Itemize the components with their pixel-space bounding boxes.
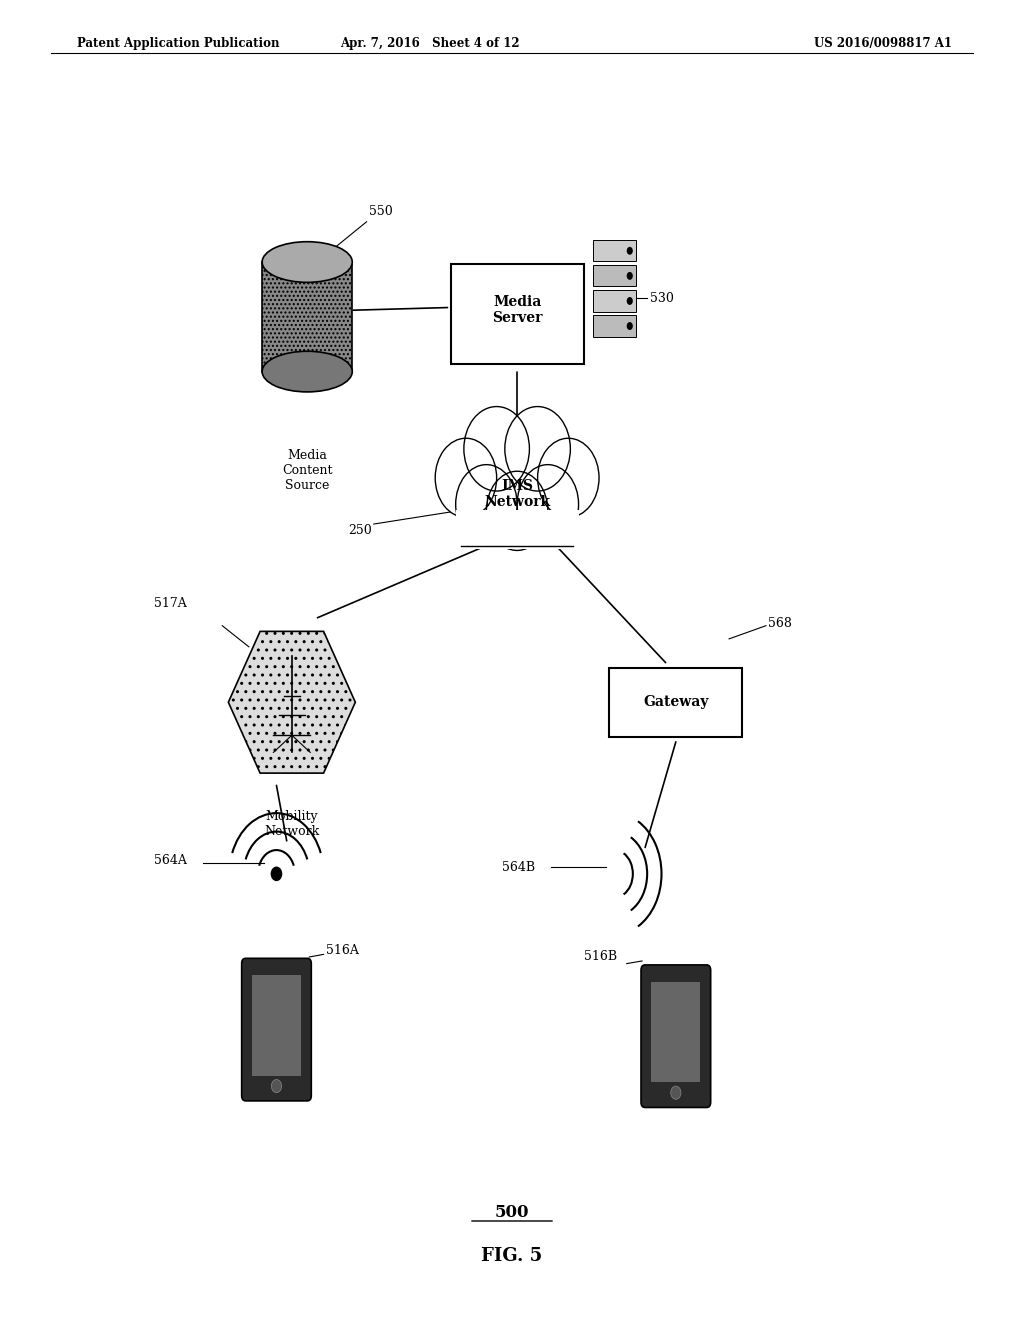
Text: 564A: 564A [154, 854, 186, 867]
Circle shape [517, 465, 579, 544]
Text: IMS
Network: IMS Network [484, 479, 550, 508]
Text: 564B: 564B [502, 861, 535, 874]
Circle shape [456, 465, 517, 544]
Circle shape [271, 1080, 282, 1093]
Bar [252, 975, 301, 1076]
Text: Mobility
Network: Mobility Network [264, 810, 319, 838]
Circle shape [271, 867, 282, 880]
Circle shape [486, 471, 548, 550]
Bar [651, 982, 700, 1082]
Text: 516A: 516A [326, 944, 358, 957]
Bar [451, 264, 584, 364]
Bar [262, 261, 352, 372]
Bar [593, 315, 636, 337]
Polygon shape [228, 631, 355, 774]
Bar [593, 265, 636, 286]
Circle shape [627, 297, 633, 305]
Circle shape [538, 438, 599, 517]
FancyBboxPatch shape [242, 958, 311, 1101]
Text: 550: 550 [369, 205, 392, 218]
Circle shape [627, 322, 633, 330]
Circle shape [464, 407, 529, 491]
FancyBboxPatch shape [641, 965, 711, 1107]
Bar [593, 240, 636, 261]
Text: 250: 250 [348, 524, 372, 537]
Circle shape [505, 407, 570, 491]
Text: FIG. 5: FIG. 5 [481, 1247, 543, 1266]
Text: Gateway: Gateway [643, 696, 709, 709]
Text: Media
Server: Media Server [492, 296, 543, 325]
Text: US 2016/0098817 A1: US 2016/0098817 A1 [814, 37, 952, 50]
Text: 517A: 517A [154, 597, 186, 610]
Circle shape [671, 1086, 681, 1100]
Bar [593, 290, 636, 312]
Ellipse shape [262, 242, 352, 282]
Text: Patent Application Publication: Patent Application Publication [77, 37, 280, 50]
Text: 500: 500 [495, 1204, 529, 1221]
Bar [609, 668, 742, 737]
Text: 516B: 516B [584, 950, 616, 964]
Circle shape [435, 438, 497, 517]
Bar [456, 510, 579, 549]
Ellipse shape [262, 351, 352, 392]
Text: Media
Content
Source: Media Content Source [282, 449, 333, 492]
Text: 568: 568 [768, 616, 792, 630]
Text: 530: 530 [650, 292, 674, 305]
Circle shape [627, 247, 633, 255]
Text: Apr. 7, 2016   Sheet 4 of 12: Apr. 7, 2016 Sheet 4 of 12 [340, 37, 520, 50]
Circle shape [627, 272, 633, 280]
